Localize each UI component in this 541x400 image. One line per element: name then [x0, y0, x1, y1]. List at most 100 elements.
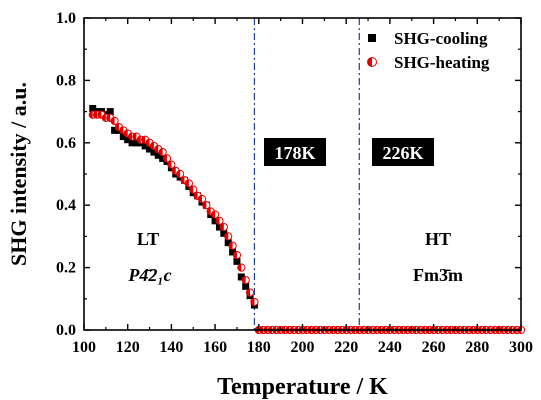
cooling-point — [211, 217, 219, 225]
x-tick-label-140: 140 — [159, 339, 183, 356]
heating-point-fill — [185, 179, 189, 187]
heating-point-fill — [172, 167, 176, 175]
heating-point-fill — [237, 264, 242, 272]
heating-point-fill — [180, 176, 185, 184]
legend-cooling-label: SHG-cooling — [394, 29, 488, 48]
axes-layer — [83, 17, 522, 331]
heating-point — [245, 288, 255, 297]
heating-point — [232, 251, 242, 260]
heating-point-fill — [228, 242, 233, 250]
cooling-point — [220, 229, 228, 237]
heating-point-fill — [194, 192, 198, 200]
heating-point — [224, 232, 233, 241]
heating-point-fill — [110, 117, 115, 125]
x-tick-label-240: 240 — [378, 339, 402, 356]
y-tick-label-1: 0.2 — [56, 260, 76, 277]
heating-point-fill — [150, 142, 154, 150]
heating-point — [180, 176, 189, 185]
x-tick-label-100: 100 — [72, 339, 96, 356]
cooling-point — [224, 239, 232, 247]
cooling-point — [229, 248, 237, 256]
x-tick-label-200: 200 — [291, 339, 315, 356]
heating-point-fill — [207, 207, 211, 216]
cooling-point — [159, 154, 167, 162]
heating-point — [162, 154, 172, 163]
heating-point-fill — [115, 123, 119, 131]
x-tick-label-220: 220 — [334, 339, 358, 356]
heating-point-fill — [242, 276, 246, 284]
y-axis-title: SHG intensity / a.u. — [6, 82, 31, 266]
heating-point-fill — [250, 298, 255, 306]
y-tick-label-0: 0.0 — [56, 322, 76, 339]
cooling-point — [215, 223, 223, 231]
cooling-point — [89, 104, 97, 112]
transition-box-1 — [372, 138, 434, 166]
heating-point-fill — [132, 132, 137, 141]
cooling-point — [111, 126, 119, 134]
heating-point-fill — [93, 111, 98, 119]
heating-point-fill — [89, 111, 93, 119]
heating-point-fill — [163, 154, 168, 162]
heating-point-fill — [141, 136, 146, 144]
heating-point-fill — [124, 129, 128, 138]
heating-point — [158, 148, 167, 157]
cooling-point — [124, 136, 132, 144]
cooling-point — [150, 148, 158, 156]
heating-point-fill — [215, 217, 220, 225]
y-tick-label-3: 0.6 — [56, 135, 76, 152]
transition-box-0 — [264, 138, 326, 166]
transition-box-label-0: 178K — [274, 143, 315, 163]
heating-point-fill — [154, 145, 159, 153]
phase-label-ht: HT — [425, 229, 451, 249]
phase-group-lt: P4̄2₁c — [127, 265, 171, 285]
legend-heating-label: SHG-heating — [394, 53, 490, 72]
heating-point-fill — [189, 186, 194, 194]
heating-point — [228, 241, 237, 250]
text-layer: 100 120 140 160 180 200 220 240 260 280 300 0.0 0.2 0… — [6, 10, 533, 400]
cooling-point — [119, 133, 127, 141]
heating-point — [241, 275, 250, 285]
heating-point — [189, 185, 198, 194]
heating-point — [176, 169, 185, 179]
heating-point-fill — [137, 136, 141, 144]
heating-point-fill — [106, 114, 111, 122]
heating-point-fill — [128, 132, 133, 141]
heating-point-fill — [211, 210, 216, 219]
heating-point-fill — [102, 114, 106, 122]
heating-point-fill — [220, 223, 224, 231]
phase-group-ht: Fm3̄m — [413, 265, 463, 285]
transition-box-label-1: 226K — [382, 143, 423, 163]
cooling-point — [132, 139, 140, 147]
cooling-point — [242, 282, 250, 290]
cooling-point — [237, 273, 245, 281]
heating-point — [184, 179, 193, 188]
heating-point-fill — [167, 161, 172, 169]
x-axis-title: Temperature / K — [217, 374, 388, 400]
heating-point — [202, 201, 211, 210]
y-tick-label-2: 0.4 — [56, 197, 76, 214]
heating-point-fill — [233, 251, 237, 259]
heating-point-fill — [159, 148, 163, 156]
y-tick-label-5: 1.0 — [56, 10, 76, 27]
heating-point — [110, 116, 119, 126]
cooling-point — [141, 142, 149, 150]
heating-point-fill — [367, 57, 372, 67]
heating-point — [167, 160, 176, 169]
heating-point-fill — [145, 139, 150, 147]
x-tick-label-260: 260 — [422, 339, 446, 356]
cooling-point — [146, 145, 154, 153]
legend-cooling-marker — [368, 34, 376, 42]
heating-point — [250, 297, 259, 307]
heating-point — [215, 216, 224, 225]
heating-point-fill — [97, 111, 102, 119]
heating-point-fill — [202, 201, 207, 209]
heating-point — [237, 263, 246, 272]
x-tick-label-300: 300 — [509, 339, 533, 356]
heating-point-fill — [198, 195, 202, 203]
heating-point-fill — [224, 232, 229, 240]
y-tick-label-4: 0.8 — [56, 72, 76, 89]
plot-layer — [88, 18, 526, 335]
cooling-point — [128, 139, 136, 147]
heating-point-fill — [246, 288, 251, 297]
